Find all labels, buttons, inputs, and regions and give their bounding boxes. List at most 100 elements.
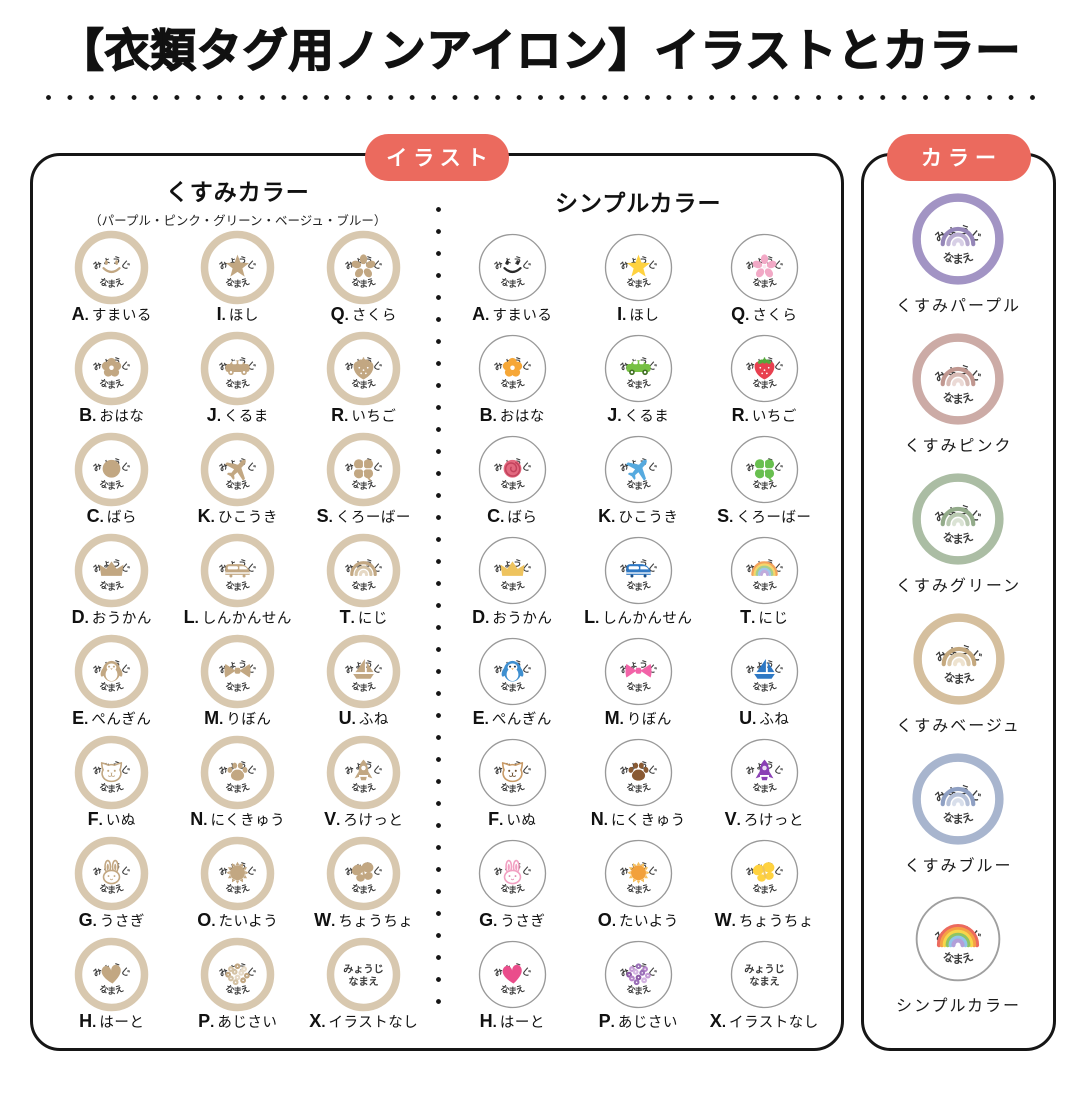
svg-text:なまえ: なまえ	[224, 478, 251, 491]
kusumi-heading: くすみカラー	[165, 179, 310, 205]
svg-text:なまえ: なまえ	[499, 680, 526, 693]
svg-text:なまえ: なまえ	[625, 983, 652, 996]
sticker-cell-simple-f: みょうじなまえF.いぬ	[452, 735, 572, 836]
svg-text:なまえ: なまえ	[224, 781, 251, 794]
sticker-label: E. ぺんぎん	[72, 708, 152, 729]
color-badge: カラー	[886, 134, 1031, 181]
sticker-label: A. すまいる	[71, 304, 152, 325]
sticker-cell-dusty-f: みょうじなまえF.いぬ	[52, 735, 172, 836]
sticker-label: L. しんかんせん	[584, 607, 693, 628]
svg-text:なまえ: なまえ	[350, 882, 377, 895]
simple-color-column: シンプルカラー みょうじなまえA.すまいるみょうじなまえI.ほしみょうじなまえQ…	[442, 172, 836, 1048]
svg-text:なまえ: なまえ	[625, 579, 652, 592]
sticker-cell-simple-n: みょうじなまえN.にくきゅう	[578, 735, 698, 836]
svg-text:なまえ: なまえ	[98, 680, 125, 693]
sticker-cell-simple-g: みょうじなまえG.うさぎ	[452, 836, 572, 937]
svg-text:なまえ: なまえ	[98, 478, 125, 491]
sticker-label: B. おはな	[79, 405, 145, 426]
svg-text:なまえ: なまえ	[625, 882, 652, 895]
sticker-cell-simple-m: みょうじ なまえ M. りぼん	[578, 634, 698, 735]
sticker-cell-dusty-g: みょうじなまえG.うさぎ	[52, 836, 172, 937]
color-option-label: くすみパープル	[895, 298, 1022, 315]
color-option-0: みょうじ なまえ くすみパープル	[896, 192, 1021, 332]
svg-text:なまえ: なまえ	[224, 579, 251, 592]
sticker-label: G. うさぎ	[479, 910, 546, 931]
svg-text:なまえ: なまえ	[499, 882, 526, 895]
content: イラスト くすみカラー （パープル・ピンク・グリーン・ベージュ・ブルー） みょう…	[0, 101, 1080, 1051]
sticker-cell-simple-i: みょうじ なまえ I. ほし	[578, 230, 698, 331]
sticker-label: V. ろけっと	[324, 809, 404, 830]
svg-text:なまえ: なまえ	[751, 579, 778, 592]
color-option-label: くすみブルー	[904, 858, 1013, 875]
sticker-label: J. くるま	[607, 405, 670, 426]
simple-column-header: シンプルカラー	[555, 172, 722, 230]
sticker-cell-dusty-c: みょうじなまえC.ばら	[52, 432, 172, 533]
sticker-label: L. しんかんせん	[183, 607, 292, 628]
svg-text:みょうじ: みょうじ	[744, 963, 784, 975]
svg-text:なまえ: なまえ	[751, 882, 778, 895]
kusumi-color-column: くすみカラー （パープル・ピンク・グリーン・ベージュ・ブルー） みょうじなまえA…	[41, 172, 435, 1048]
svg-text:なまえ: なまえ	[350, 781, 377, 794]
sticker-label: I. ほし	[617, 304, 660, 325]
illustration-columns: くすみカラー （パープル・ピンク・グリーン・ベージュ・ブルー） みょうじなまえA…	[33, 156, 841, 1048]
color-option-label: くすみグリーン	[895, 578, 1022, 595]
sticker-cell-simple-c: みょうじなまえC.ばら	[452, 432, 572, 533]
color-option-3: みょうじ なまえくすみベージュ	[896, 612, 1021, 752]
svg-text:なまえ: なまえ	[224, 882, 251, 895]
sticker-cell-simple-j: みょうじなまえJ.くるま	[578, 331, 698, 432]
svg-text:なまえ: なまえ	[751, 680, 778, 693]
sticker-label: F. いぬ	[488, 809, 537, 830]
sticker-cell-dusty-k: みょうじなまえK.ひこうき	[178, 432, 298, 533]
svg-text:なまえ: なまえ	[941, 670, 975, 686]
sticker-cell-dusty-e: みょうじなまえE.ぺんぎん	[52, 634, 172, 735]
svg-text:なまえ: なまえ	[98, 579, 125, 592]
simple-heading: シンプルカラー	[554, 190, 722, 216]
sticker-label: T. にじ	[740, 607, 789, 628]
illustration-badge: イラスト	[365, 134, 509, 181]
svg-text:なまえ: なまえ	[751, 478, 778, 491]
svg-text:なまえ: なまえ	[350, 680, 377, 693]
sticker-cell-dusty-l: みょうじ なまえ L. しんかんせん	[178, 533, 298, 634]
svg-text:なまえ: なまえ	[499, 478, 526, 491]
sticker-label: G. うさぎ	[78, 910, 145, 931]
sticker-label: I. ほし	[216, 304, 259, 325]
sticker-cell-simple-a: みょうじなまえA.すまいる	[452, 230, 572, 331]
svg-text:なまえ: なまえ	[350, 478, 377, 491]
svg-text:なまえ: なまえ	[98, 377, 125, 390]
svg-text:なまえ: なまえ	[224, 377, 251, 390]
svg-text:なまえ: なまえ	[224, 983, 251, 996]
color-option-label: シンプルカラー	[895, 998, 1022, 1015]
sticker-label: B. おはな	[479, 405, 545, 426]
sticker-label: S. くろーばー	[717, 506, 812, 527]
sticker-label: R. いちご	[731, 405, 797, 426]
color-option-label: くすみベージュ	[896, 718, 1021, 735]
svg-text:なまえ: なまえ	[499, 983, 526, 996]
color-option-label: くすみピンク	[904, 438, 1013, 455]
svg-text:なまえ: なまえ	[98, 781, 125, 794]
